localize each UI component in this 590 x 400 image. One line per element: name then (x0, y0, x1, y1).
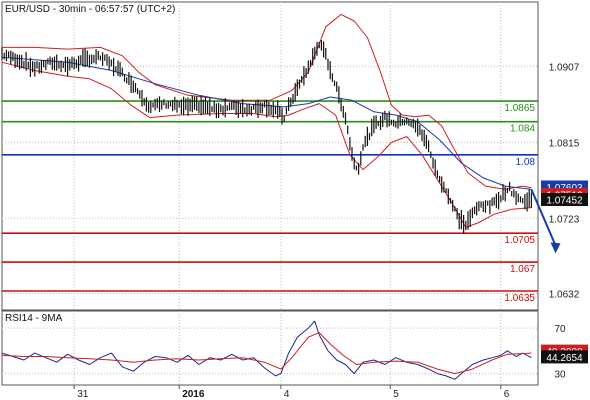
price-tag-label-2: 1.07452 (546, 196, 583, 207)
x-tick-label-4: 6 (504, 389, 510, 400)
level-label-0: 1.0865 (504, 103, 535, 114)
price-tick-label-2: 1.0723 (549, 214, 580, 225)
price-tick-label-3: 1.0632 (549, 290, 580, 301)
level-label-4: 1.067 (510, 264, 535, 275)
rsi-tick-label-1: 30 (554, 370, 566, 381)
axes: 1.0907 1.0815 1.0723 1.0632 70 30 31 2016 4 5 6 (73, 62, 580, 400)
rsi-chart-title: RSI14 - 9MA (5, 313, 63, 324)
price-chart-title: EUR/USD - 30min - 06:57:57 (UTC+2) (5, 4, 175, 15)
price-plot-area (1, 1, 539, 311)
rsi-series (1, 320, 532, 380)
forecast-arrow-head (550, 242, 561, 254)
price-tick-label-0: 1.0907 (549, 62, 580, 73)
rsi-tag-bg-1 (541, 350, 588, 364)
bollinger-upper-line (2, 13, 532, 190)
rsi-tick-label-0: 70 (554, 324, 566, 335)
x-tick-label-2: 4 (284, 389, 290, 400)
price-tags: 1.076031.075131.0745249.300844.2654 (541, 180, 588, 364)
price-series (1, 40, 533, 234)
x-tick-label-0: 31 (77, 389, 89, 400)
forecast-arrow-shaft (530, 189, 557, 246)
level-label-5: 1.0635 (504, 293, 535, 304)
rsi-tag-label-1: 44.2654 (546, 353, 583, 364)
x-tick-label-3: 5 (393, 389, 399, 400)
level-label-2: 1.08 (516, 157, 536, 168)
rsi-plot-area (1, 310, 539, 386)
rsi-line-0 (1, 320, 532, 380)
support-resistance-levels: 1.0865 1.084 1.08 1.0705 1.067 1.0635 (2, 100, 538, 304)
rsi-line-1 (1, 332, 532, 375)
level-label-3: 1.0705 (504, 235, 535, 246)
forecast-arrow (530, 189, 561, 254)
price-tick-label-1: 1.0815 (549, 138, 580, 149)
price-tag-bg-2 (541, 193, 588, 206)
x-tick-label-1: 2016 (182, 389, 205, 400)
level-label-1: 1.084 (510, 124, 535, 135)
